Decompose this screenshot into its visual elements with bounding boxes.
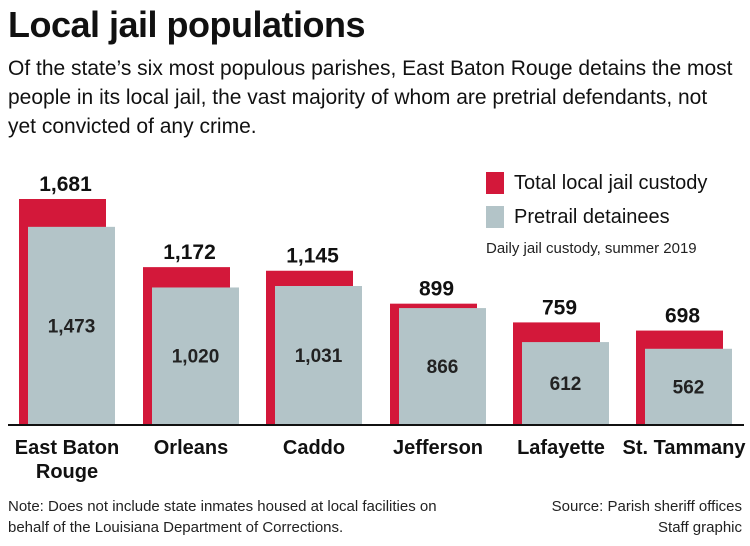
pretrial-value-label: 1,031 [295,346,343,367]
total-value-label: 1,172 [163,241,216,264]
pretrial-value-label: 1,020 [172,347,220,368]
bar-pretrial-st-tammany [645,348,732,424]
chart-title: Local jail populations [8,4,366,45]
legend-label-pretrial: Pretrail detainees [514,205,670,228]
bar-pretrial-caddo [275,286,362,424]
source-line: Source: Parish sheriff offices [551,498,742,515]
pretrial-value-label: 866 [427,357,459,378]
legend-item-pretrial: Pretrail detainees [486,200,746,234]
legend-label-total: Total local jail custody [514,171,708,194]
total-value-label: 759 [542,296,577,319]
pretrial-value-label: 1,473 [48,316,96,337]
category-label: St. Tammany [623,437,747,459]
staff-credit: Staff graphic [658,519,742,536]
bar-pretrial-lafayette [522,342,609,424]
category-label: Rouge [36,461,98,483]
legend-item-total: Total local jail custody [486,166,746,200]
category-label: Jefferson [393,437,483,459]
category-label: East Baton [15,437,119,459]
bar-pretrial-orleans [152,287,239,424]
legend-swatch-pretrial [486,206,504,228]
total-value-label: 698 [665,305,700,328]
total-value-label: 1,145 [286,245,339,268]
footer-note: Note: Does not include state inmates hou… [8,498,437,536]
legend: Total local jail custody Pretrail detain… [486,166,746,257]
category-label: Caddo [283,437,345,459]
pretrial-value-label: 612 [550,374,582,395]
legend-swatch-total [486,172,504,194]
footer-credits: Source: Parish sheriff offices Staff gra… [552,496,742,538]
category-label: Lafayette [517,437,605,459]
legend-note: Daily jail custody, summer 2019 [486,240,697,257]
bar-pretrial-jefferson [399,308,486,424]
total-value-label: 1,681 [39,173,92,196]
bar-pretrial-east-baton-rouge [28,226,115,424]
total-value-label: 899 [419,278,454,301]
pretrial-value-label: 562 [673,377,705,398]
chart-subtitle: Of the state’s six most populous parishe… [8,57,733,138]
category-label: Orleans [154,437,228,459]
